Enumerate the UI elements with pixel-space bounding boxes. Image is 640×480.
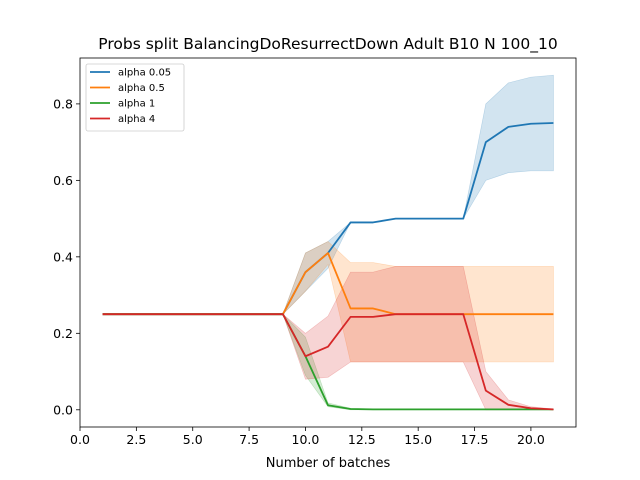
y-tick-label: 0.6 bbox=[53, 173, 73, 188]
x-axis-ticks: 0.0 2.5 5.0 7.5 10.0 12.5 15.0 17.5 20.0 bbox=[70, 427, 545, 447]
x-tick-label: 5.0 bbox=[183, 432, 203, 447]
axes-frame bbox=[79, 57, 577, 428]
y-axis-ticks: 0.0 0.2 0.4 0.6 0.8 bbox=[53, 96, 80, 417]
y-tick-label: 0.0 bbox=[53, 402, 73, 417]
x-tick-label: 15.0 bbox=[404, 432, 432, 447]
legend-label: alpha 0.05 bbox=[118, 68, 171, 79]
x-tick-label: 12.5 bbox=[348, 432, 376, 447]
y-tick-label: 0.8 bbox=[53, 96, 73, 111]
legend: alpha 0.05 alpha 0.5 alpha 1 alpha 4 bbox=[85, 63, 185, 132]
x-tick-label: 17.5 bbox=[461, 432, 489, 447]
line-alpha-4 bbox=[102, 313, 554, 411]
chart-title: Probs split BalancingDoResurrectDown Adu… bbox=[98, 35, 557, 54]
x-tick-label: 0.0 bbox=[70, 432, 90, 447]
legend-label: alpha 1 bbox=[118, 99, 155, 110]
x-tick-label: 20.0 bbox=[517, 432, 545, 447]
x-axis-label: Number of batches bbox=[266, 456, 391, 471]
legend-label: alpha 4 bbox=[118, 114, 155, 125]
legend-box bbox=[85, 63, 185, 132]
series-lines bbox=[102, 122, 554, 411]
plot-area bbox=[102, 74, 554, 411]
x-tick-label: 2.5 bbox=[126, 432, 146, 447]
y-tick-label: 0.2 bbox=[53, 326, 73, 341]
x-tick-label: 10.0 bbox=[292, 432, 320, 447]
legend-label: alpha 0.5 bbox=[118, 83, 165, 94]
legend-entries: alpha 0.05 alpha 0.5 alpha 1 alpha 4 bbox=[90, 68, 171, 125]
y-tick-label: 0.4 bbox=[53, 249, 73, 264]
x-tick-label: 7.5 bbox=[239, 432, 259, 447]
